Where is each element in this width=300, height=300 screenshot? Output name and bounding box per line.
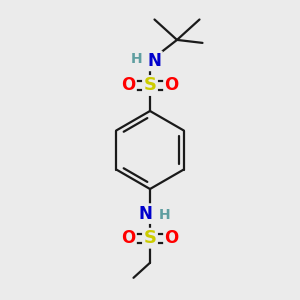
Text: O: O — [121, 76, 136, 94]
Text: H: H — [131, 52, 142, 66]
Text: S: S — [143, 76, 157, 94]
Text: S: S — [143, 229, 157, 247]
Text: O: O — [121, 229, 136, 247]
Text: N: N — [148, 52, 161, 70]
Text: N: N — [139, 205, 152, 223]
Text: H: H — [159, 208, 170, 222]
Text: O: O — [164, 229, 179, 247]
Text: O: O — [164, 76, 179, 94]
